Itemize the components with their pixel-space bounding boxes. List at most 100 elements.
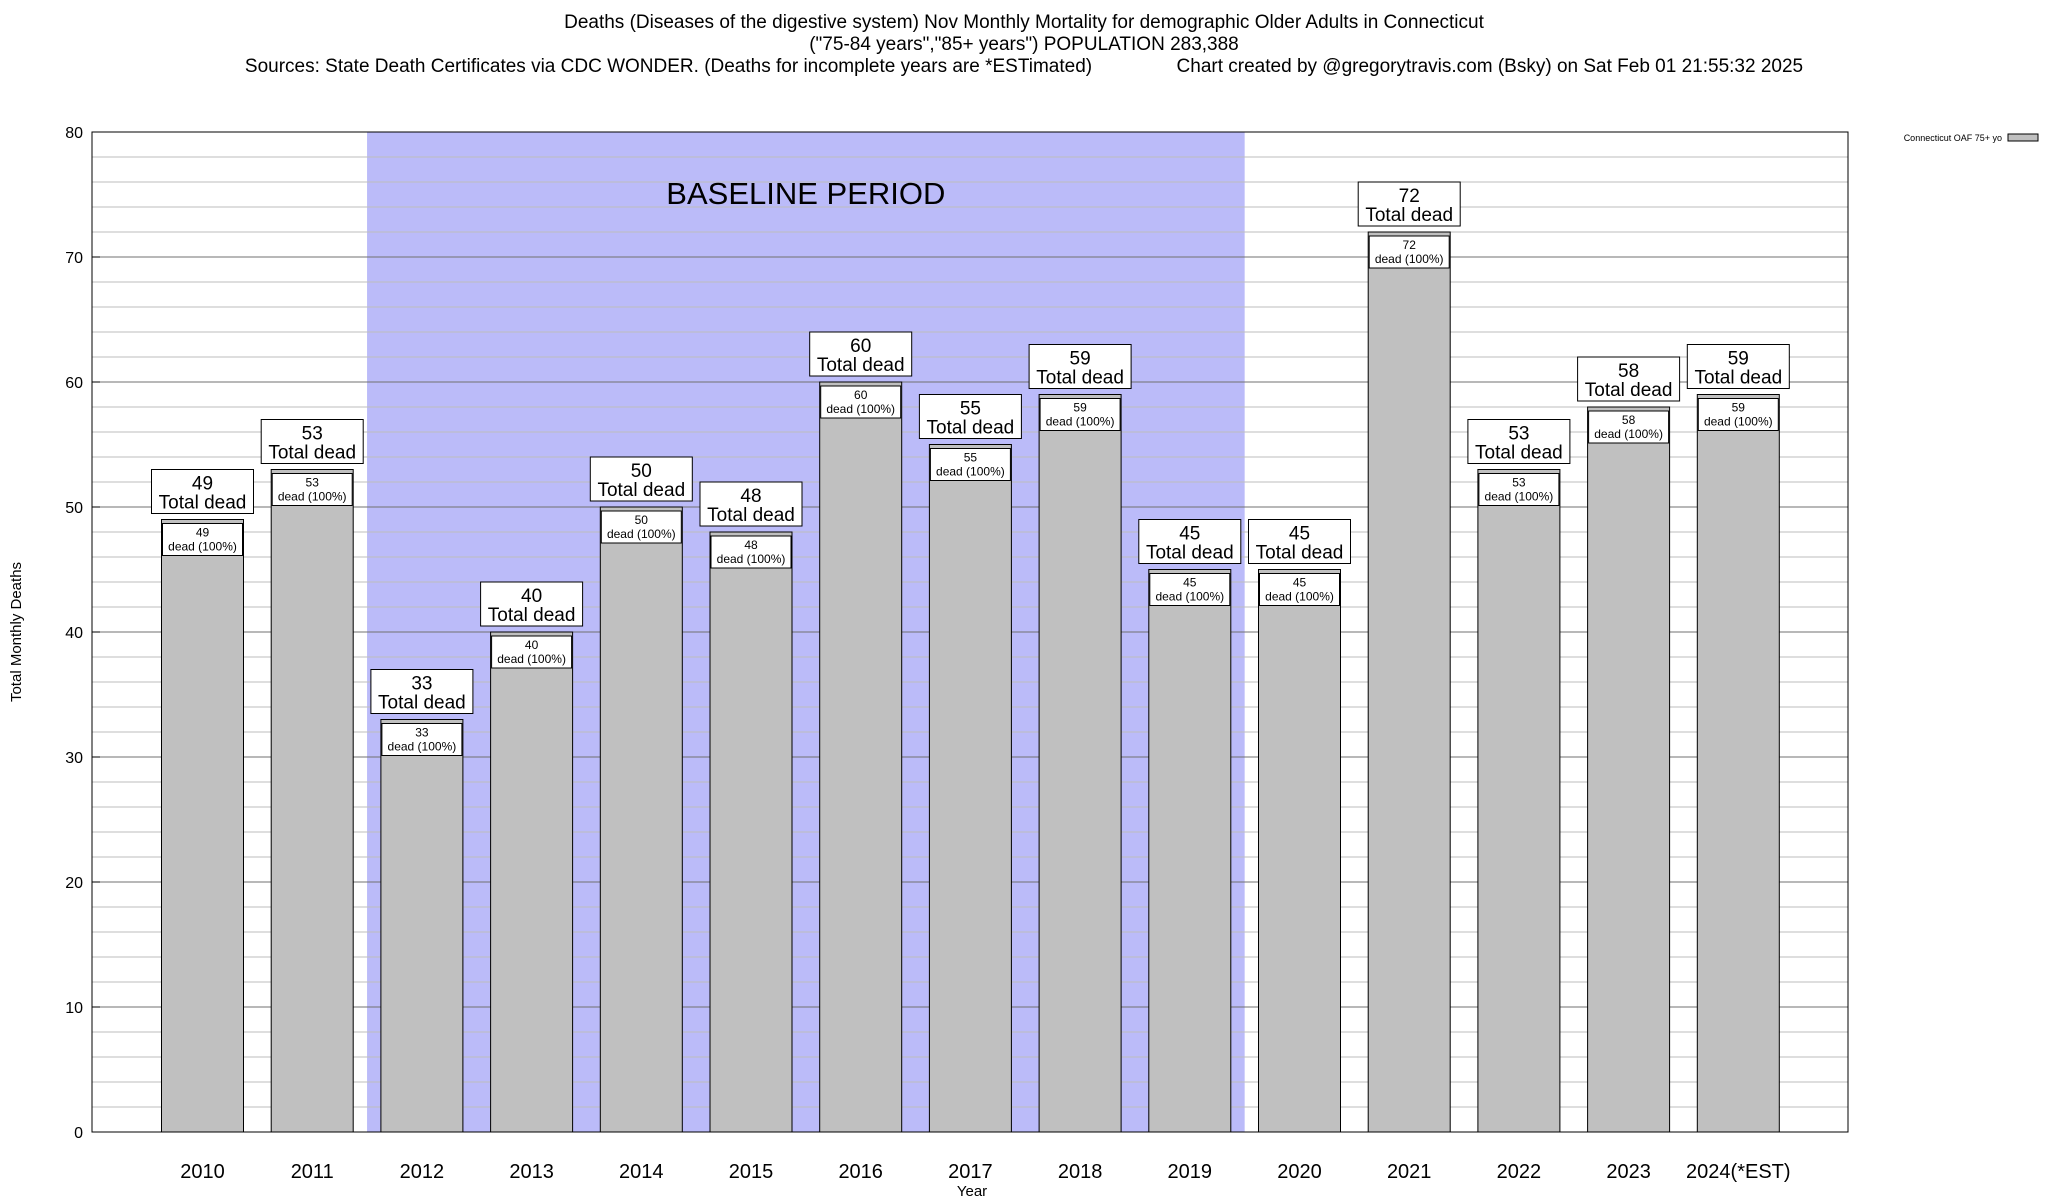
bar-total-text: Total dead <box>488 605 576 626</box>
bar-inner-value: 48 <box>744 538 758 552</box>
bar-inner-percent: dead (100%) <box>388 740 457 754</box>
bar-2010 <box>161 519 244 1133</box>
y-tick-label: 20 <box>65 875 83 892</box>
bar-inner-label-box <box>820 385 902 419</box>
x-tick-label: 2011 <box>291 1161 334 1183</box>
bar-total-label-box <box>1577 356 1681 402</box>
bar-inner-label-box <box>1697 398 1779 431</box>
legend-swatch <box>2007 133 2039 142</box>
bar-total-label-box <box>260 419 364 464</box>
bar-inner-value: 58 <box>1622 413 1636 427</box>
bar-total-label-box <box>809 331 913 377</box>
bar-inner-percent: dead (100%) <box>717 552 786 566</box>
bar-total-text: Total dead <box>378 693 466 714</box>
bar-inner-percent: dead (100%) <box>1046 415 1115 429</box>
bar-inner-label-box <box>1259 573 1340 606</box>
bar-total-label-box <box>370 669 474 714</box>
bar-inner-percent: dead (100%) <box>1375 252 1444 266</box>
bar-inner-label-box <box>1588 410 1670 444</box>
bar-inner-value: 72 <box>1403 238 1417 252</box>
bar-2020 <box>1258 569 1341 1133</box>
x-tick-label: 2022 <box>1497 1161 1542 1183</box>
x-tick-label: 2020 <box>1277 1161 1322 1183</box>
bar-total-label-box <box>480 581 584 627</box>
bar-total-text: Total dead <box>707 505 795 526</box>
bar-inner-percent: dead (100%) <box>1704 415 1773 429</box>
x-tick-label: 2021 <box>1387 1161 1432 1183</box>
bar-inner-label-box <box>1039 398 1121 431</box>
bar-total-value: 40 <box>521 586 542 607</box>
bar-total-value: 33 <box>411 674 432 695</box>
bar-total-text: Total dead <box>268 443 356 464</box>
bar-total-value: 58 <box>1618 361 1639 382</box>
bar-inner-percent: dead (100%) <box>168 540 237 554</box>
bar-inner-value: 33 <box>415 726 429 740</box>
y-tick-label: 60 <box>65 375 83 392</box>
bar-total-value: 53 <box>302 424 323 445</box>
chart-subtitle: ("75-84 years","85+ years") POPULATION 2… <box>809 34 1239 55</box>
bar-total-value: 59 <box>1728 349 1749 370</box>
bar-inner-percent: dead (100%) <box>278 490 347 504</box>
bar-total-text: Total dead <box>817 355 905 376</box>
legend-label: Connecticut OAF 75+ yo <box>1904 133 2002 143</box>
x-tick-label: 2018 <box>1058 1161 1103 1183</box>
bar-inner-percent: dead (100%) <box>1485 490 1554 504</box>
bar-2021 <box>1367 231 1451 1133</box>
bar-total-value: 48 <box>740 486 761 507</box>
bar-2024(*EST) <box>1696 394 1780 1133</box>
chart-titles: Deaths (Diseases of the digestive system… <box>0 12 2048 78</box>
bar-total-label-box <box>1248 519 1351 564</box>
y-tick-label: 0 <box>74 1125 83 1142</box>
bar-inner-value: 60 <box>854 388 868 402</box>
x-tick-label: 2017 <box>948 1161 993 1183</box>
bar-inner-percent: dead (100%) <box>497 652 566 666</box>
y-tick-label: 40 <box>65 625 83 642</box>
x-tick-label: 2013 <box>509 1161 554 1183</box>
bar-total-text: Total dead <box>1036 368 1124 389</box>
x-tick-label: 2012 <box>400 1161 445 1183</box>
bar-inner-percent: dead (100%) <box>1155 590 1224 604</box>
y-tick-label: 80 <box>65 125 83 142</box>
bar-inner-value: 53 <box>1512 476 1526 490</box>
y-tick-label: 30 <box>65 750 83 767</box>
bar-inner-label-box <box>1368 235 1450 269</box>
bar-inner-value: 53 <box>306 476 320 490</box>
x-tick-label: 2016 <box>838 1161 883 1183</box>
bar-total-label-box <box>1028 344 1132 389</box>
bar-inner-label-box <box>381 723 463 756</box>
bar-2013 <box>490 631 574 1133</box>
x-tick-label: 2019 <box>1168 1161 1213 1183</box>
bar-total-value: 49 <box>192 474 213 495</box>
bar-2022 <box>1477 469 1561 1133</box>
bar-total-label-box <box>1357 181 1461 227</box>
bar-inner-percent: dead (100%) <box>826 402 895 416</box>
bar-total-text: Total dead <box>1365 205 1453 226</box>
x-axis-label: Year <box>957 1183 987 1200</box>
bar-inner-value: 59 <box>1732 401 1746 415</box>
bar-total-label-box <box>918 394 1022 439</box>
bar-total-value: 59 <box>1070 349 1091 370</box>
bar-total-value: 55 <box>960 399 981 420</box>
bar-inner-value: 40 <box>525 638 539 652</box>
bar-inner-label-box <box>271 473 353 506</box>
bar-total-value: 50 <box>631 461 652 482</box>
bar-inner-percent: dead (100%) <box>936 465 1005 479</box>
bar-2014 <box>599 506 683 1133</box>
bar-total-label-box <box>151 469 254 514</box>
bar-2023 <box>1587 406 1671 1133</box>
bar-inner-label-box <box>1149 573 1231 606</box>
bar-2011 <box>270 469 354 1133</box>
y-axis-label: Total Monthly Deaths <box>8 562 25 702</box>
chart-sources: Sources: State Death Certificates via CD… <box>244 56 1804 77</box>
bar-total-label-box <box>1138 519 1242 564</box>
bar-inner-value: 50 <box>635 513 649 527</box>
bar-2017 <box>928 444 1012 1133</box>
bar-total-value: 60 <box>850 336 871 357</box>
bar-inner-label-box <box>929 448 1011 481</box>
bar-2012 <box>380 719 464 1133</box>
bar-total-label-box <box>589 456 693 502</box>
bar-total-label-box <box>699 481 803 527</box>
bar-2015 <box>709 531 793 1133</box>
bar-inner-percent: dead (100%) <box>607 527 676 541</box>
